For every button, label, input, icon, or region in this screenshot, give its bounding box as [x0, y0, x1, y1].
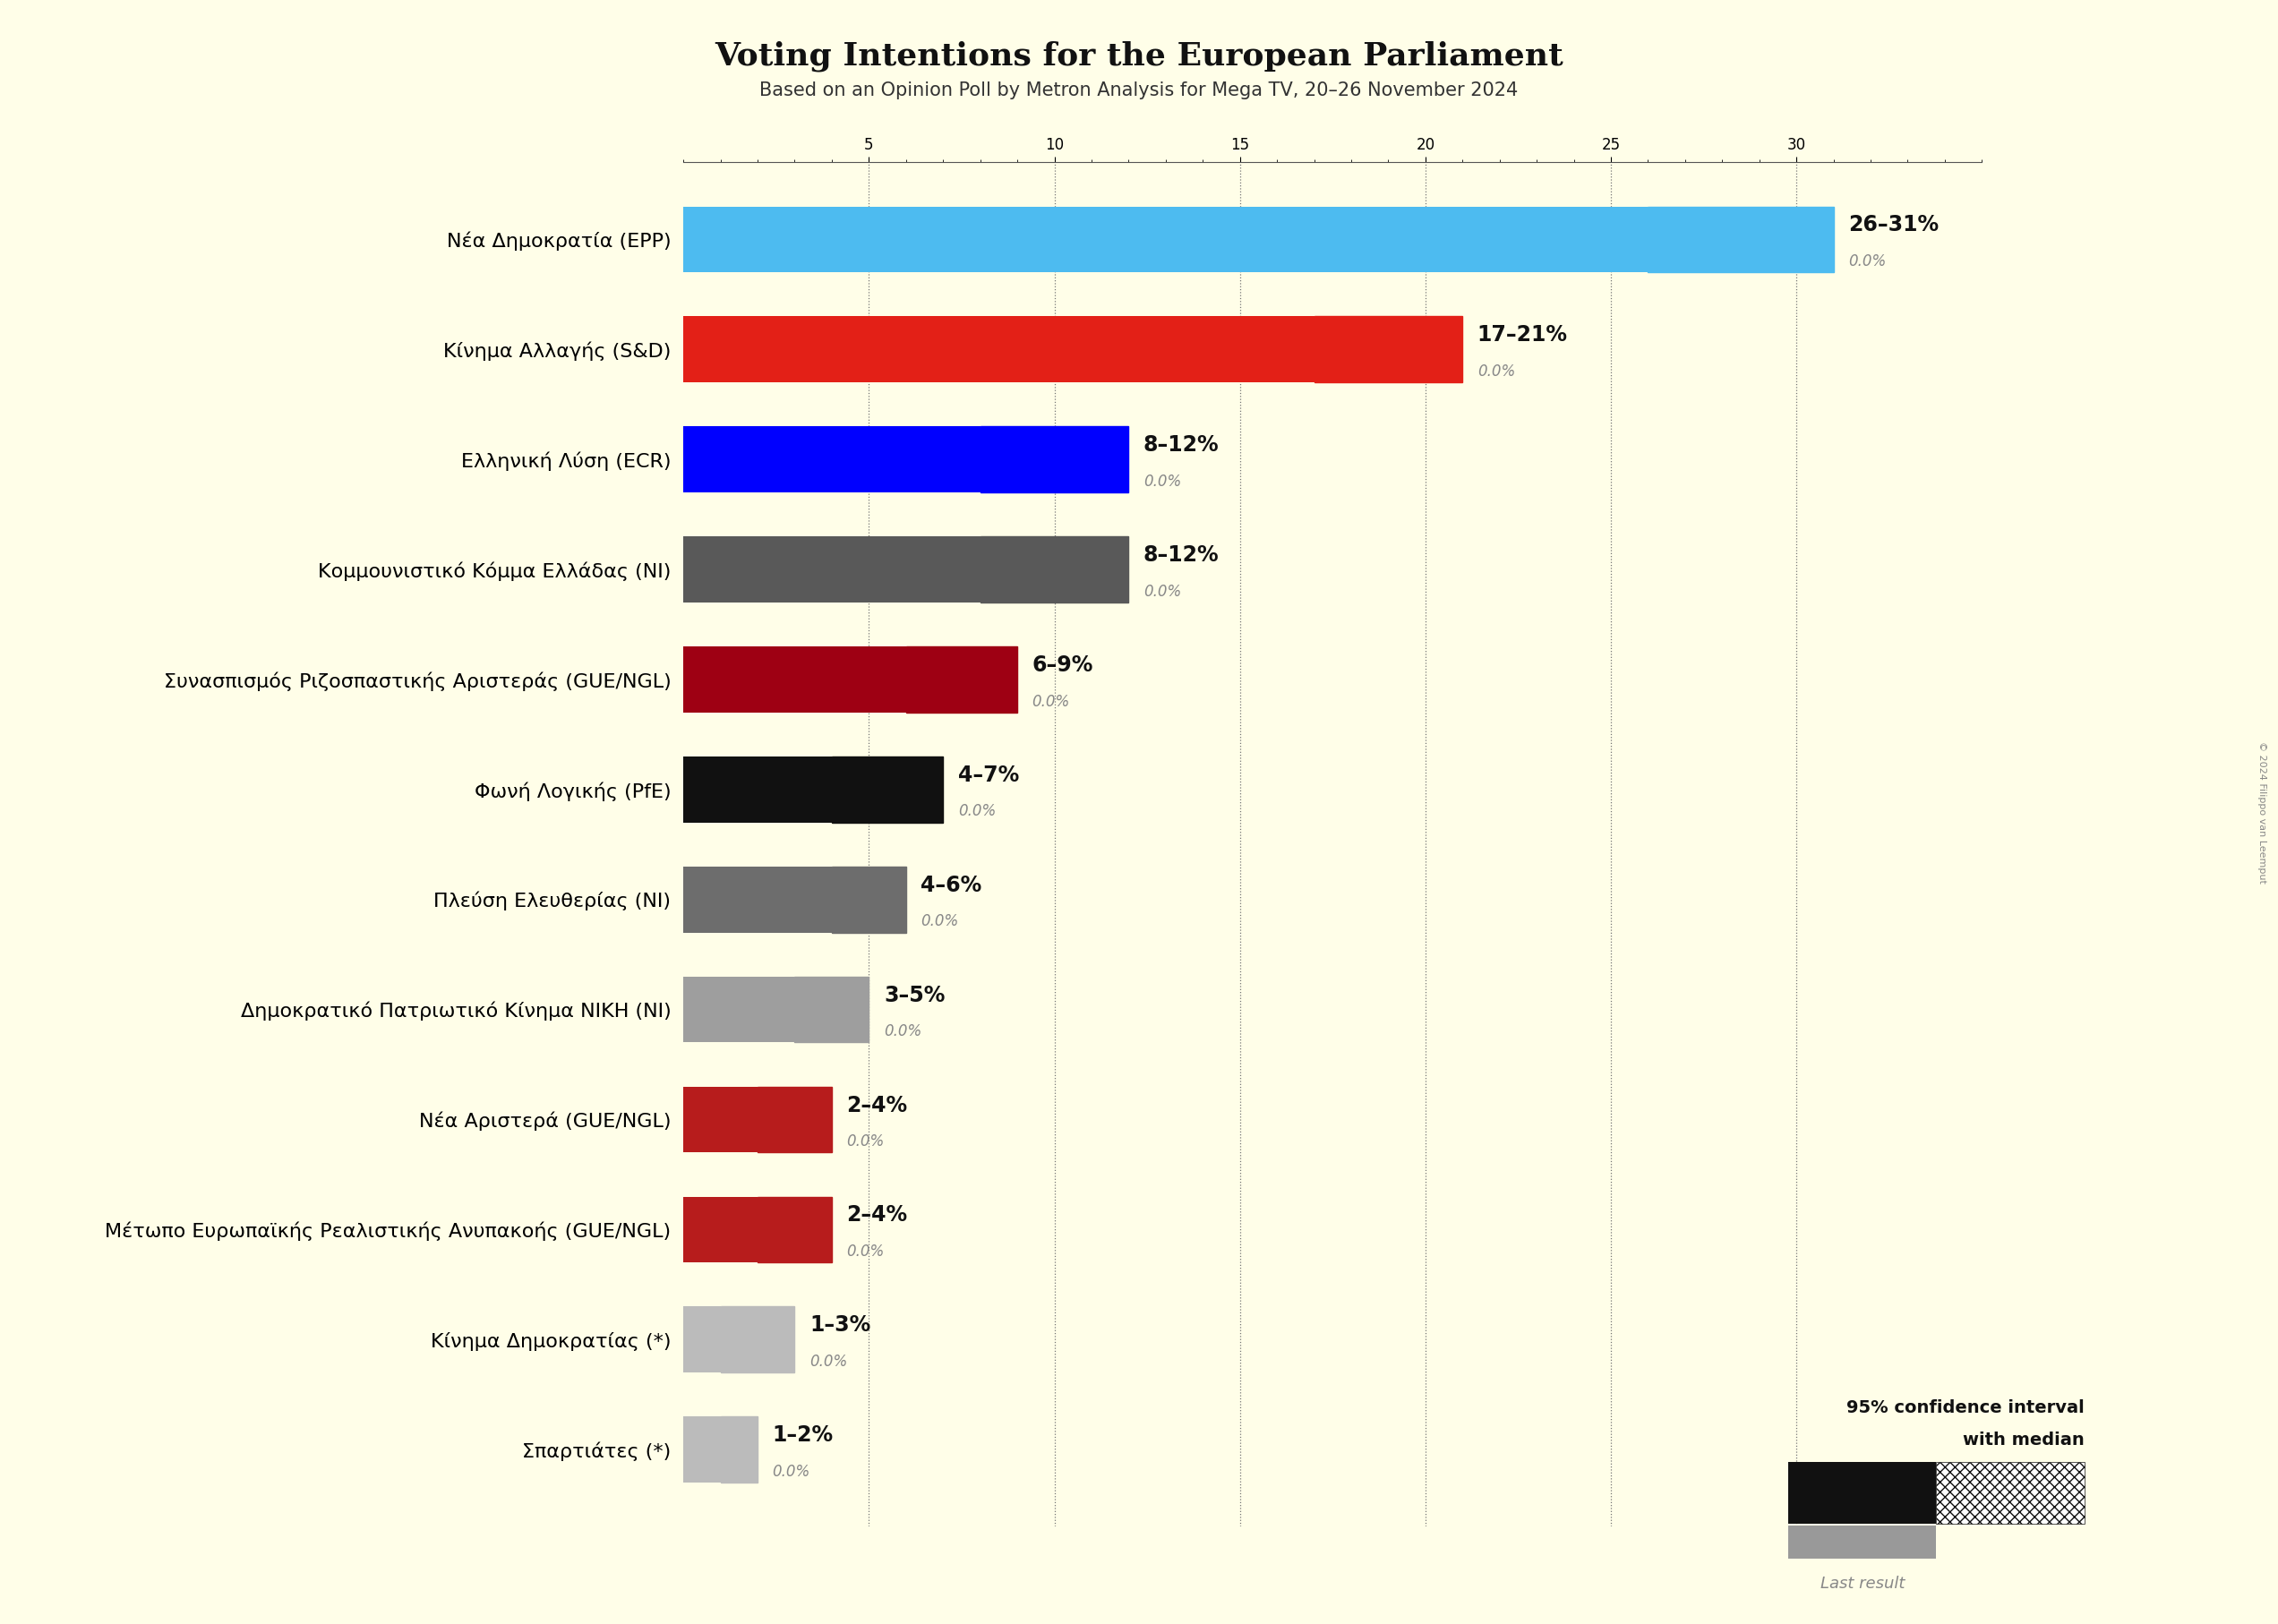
Bar [795, 976, 868, 1043]
Text: 0.0%: 0.0% [847, 1244, 884, 1260]
Bar [831, 757, 943, 822]
Bar [683, 646, 907, 713]
Text: 95% confidence interval: 95% confidence interval [1847, 1400, 2084, 1416]
Text: 0.0%: 0.0% [920, 913, 959, 929]
Bar [1314, 317, 1462, 382]
Text: 0.0%: 0.0% [772, 1463, 811, 1479]
Bar [683, 867, 831, 932]
Text: 0.0%: 0.0% [959, 804, 995, 820]
Bar [907, 646, 1018, 713]
Bar [759, 1197, 831, 1262]
Text: 0.0%: 0.0% [847, 1134, 884, 1150]
Bar [683, 1086, 759, 1153]
Text: 0.0%: 0.0% [884, 1023, 923, 1039]
Text: 2–4%: 2–4% [847, 1205, 907, 1226]
Bar [759, 1086, 831, 1153]
Text: 0.0%: 0.0% [1847, 253, 1886, 270]
Text: 26–31%: 26–31% [1847, 214, 1939, 235]
Text: 8–12%: 8–12% [1144, 434, 1219, 456]
Text: Last result: Last result [1820, 1575, 1904, 1592]
Text: 0.0%: 0.0% [1144, 583, 1182, 599]
Bar [720, 1416, 759, 1483]
Text: © 2024 Filippo van Leemput: © 2024 Filippo van Leemput [2257, 741, 2267, 883]
Text: 8–12%: 8–12% [1144, 544, 1219, 565]
Bar [683, 757, 831, 822]
Text: 0.0%: 0.0% [1144, 473, 1182, 489]
Bar [683, 317, 1314, 382]
Text: 17–21%: 17–21% [1478, 325, 1567, 346]
Text: Based on an Opinion Poll by Metron Analysis for Mega TV, 20–26 November 2024: Based on an Opinion Poll by Metron Analy… [759, 81, 1519, 99]
Bar [683, 536, 980, 603]
Text: Voting Intentions for the European Parliament: Voting Intentions for the European Parli… [715, 41, 1563, 71]
Bar [980, 427, 1128, 492]
Bar [720, 1307, 795, 1372]
Bar [980, 536, 1128, 603]
Text: 3–5%: 3–5% [884, 984, 945, 1005]
Text: 4–7%: 4–7% [959, 765, 1018, 786]
Bar [683, 1197, 759, 1262]
Text: 1–2%: 1–2% [772, 1424, 834, 1445]
Text: 0.0%: 0.0% [809, 1353, 847, 1369]
Text: 1–3%: 1–3% [809, 1314, 870, 1337]
Bar [683, 206, 1647, 273]
Bar [683, 427, 980, 492]
Text: 0.0%: 0.0% [1478, 364, 1515, 380]
Text: 6–9%: 6–9% [1032, 654, 1093, 676]
Text: 0.0%: 0.0% [1032, 693, 1071, 710]
Text: 2–4%: 2–4% [847, 1095, 907, 1116]
Bar [831, 867, 907, 932]
Bar [683, 1416, 720, 1483]
Text: 4–6%: 4–6% [920, 874, 982, 896]
Bar [1647, 206, 1834, 273]
Bar [683, 1307, 720, 1372]
Text: with median: with median [1964, 1432, 2084, 1449]
Bar [683, 976, 795, 1043]
